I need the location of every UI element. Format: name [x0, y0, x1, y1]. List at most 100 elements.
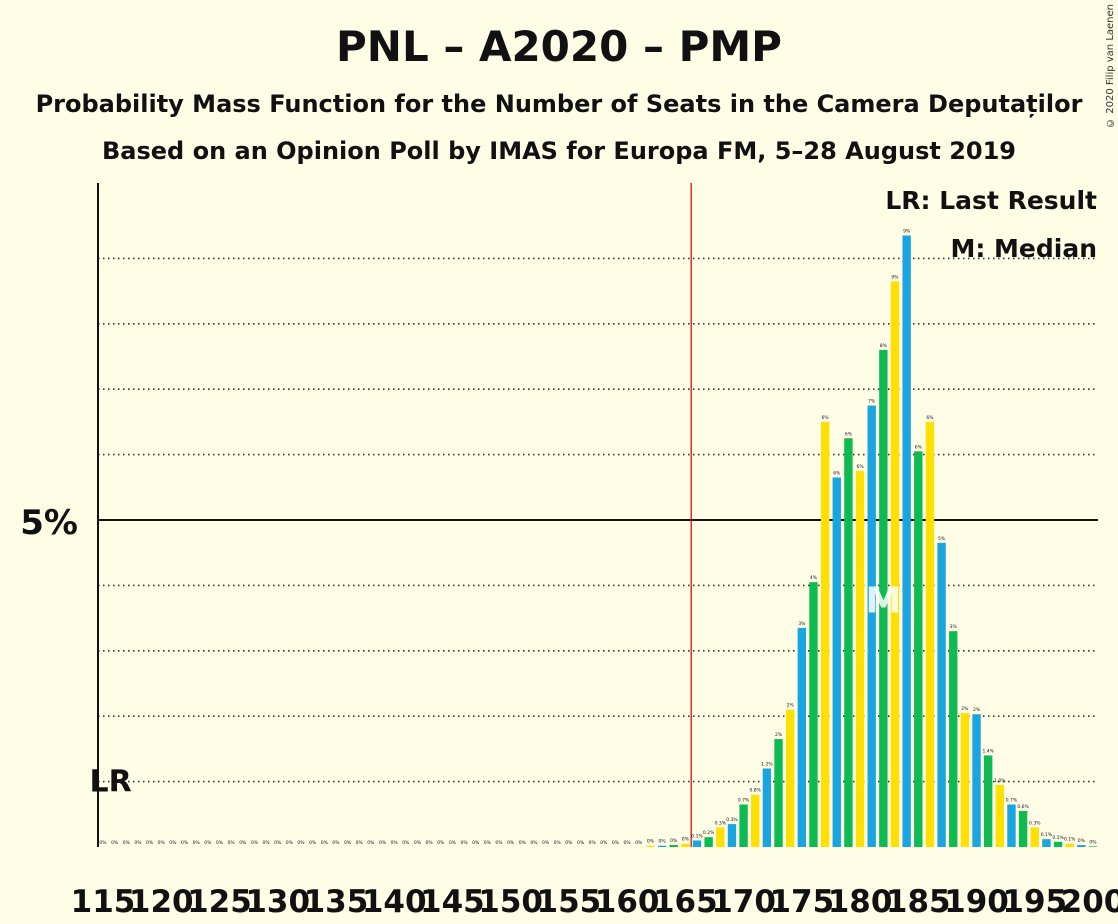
- bar-value-label: 0%: [391, 840, 399, 846]
- bar: [1065, 843, 1074, 847]
- median-marker: M: [865, 580, 901, 621]
- bar-value-label: 0%: [460, 840, 468, 846]
- bar-value-label: 0.8%: [750, 788, 762, 794]
- bar-value-label: 0%: [495, 840, 503, 846]
- bar-value-label: 0%: [519, 840, 527, 846]
- bar-value-label: 1.4%: [982, 748, 994, 754]
- bar-value-label: 0%: [297, 840, 305, 846]
- bar-value-label: 0%: [99, 840, 107, 846]
- bar: [716, 827, 725, 847]
- bar: [855, 470, 865, 847]
- x-tick-label: 125: [187, 884, 252, 920]
- bar: [844, 438, 853, 847]
- bar: [1007, 804, 1016, 847]
- bar-value-label: 0%: [612, 840, 620, 846]
- bar-value-label: 6%: [926, 415, 934, 421]
- bar: [983, 755, 993, 847]
- bar: [797, 627, 807, 847]
- bar-value-label: 0%: [437, 840, 445, 846]
- x-tick-label: 190: [944, 884, 1009, 920]
- bar-value-label: 0%: [658, 839, 666, 845]
- bar: [879, 349, 888, 847]
- bar-value-label: 0%: [367, 840, 375, 846]
- bar: [867, 405, 876, 847]
- bar-value-label: 1.0%: [994, 778, 1006, 784]
- bar-value-label: 8%: [880, 343, 888, 349]
- bar-value-label: 0%: [262, 840, 270, 846]
- bar-value-label: 1.2%: [761, 762, 773, 768]
- last-result-marker: LR: [90, 765, 132, 800]
- bar-value-label: 2%: [787, 703, 795, 709]
- bar: [949, 631, 958, 847]
- bar-value-label: 0%: [530, 840, 538, 846]
- x-tick-label: 150: [478, 884, 543, 920]
- bar: [681, 843, 690, 847]
- bar-value-label: 0%: [414, 840, 422, 846]
- bar-value-label: 0.7%: [1006, 797, 1018, 803]
- x-tick-label: 180: [828, 884, 893, 920]
- bar-value-label: 0%: [472, 840, 480, 846]
- bar-value-label: 0.2%: [703, 830, 715, 836]
- bar: [657, 845, 667, 847]
- bar-value-label: 0%: [204, 840, 212, 846]
- chart-subtitle-poll: Based on an Opinion Poll by IMAS for Eur…: [102, 137, 1016, 165]
- bar-value-label: 0%: [565, 840, 573, 846]
- bar-value-label: 9%: [903, 229, 911, 235]
- bar-value-label: 0%: [169, 840, 177, 846]
- bar-value-label: 0%: [134, 840, 142, 846]
- bar-value-label: 6%: [845, 431, 853, 437]
- bar-value-label: 0.3%: [1029, 820, 1041, 826]
- bar: [832, 477, 841, 847]
- bar: [762, 768, 772, 847]
- x-tick-label: 165: [653, 884, 718, 920]
- bar-value-label: 0%: [216, 840, 224, 846]
- bar: [785, 709, 795, 847]
- bar: [739, 804, 748, 847]
- bar-value-label: 0%: [344, 840, 352, 846]
- bar: [890, 281, 900, 847]
- bar-value-label: 0%: [239, 840, 247, 846]
- bar: [1030, 827, 1039, 847]
- bar-value-label: 0.1%: [1041, 832, 1053, 838]
- bar: [1018, 811, 1028, 847]
- x-tick-label: 200: [1061, 884, 1118, 920]
- x-tick-label: 120: [129, 884, 194, 920]
- bar-value-label: 0%: [146, 840, 154, 846]
- bar: [751, 794, 760, 847]
- x-tick-label: 145: [420, 884, 485, 920]
- bar-value-label: 0%: [577, 840, 585, 846]
- bar-value-label: 0%: [274, 840, 282, 846]
- bar: [937, 542, 946, 847]
- chart-subtitle: Probability Mass Function for the Number…: [35, 90, 1083, 118]
- bar-value-label: 0%: [449, 840, 457, 846]
- bar-value-label: 0%: [484, 840, 492, 846]
- legend-entry: M: Median: [950, 234, 1097, 263]
- legend-entry: LR: Last Result: [885, 186, 1097, 215]
- bar-value-label: 0%: [379, 840, 387, 846]
- bar: [995, 784, 1005, 847]
- bar-value-label: 0%: [251, 840, 259, 846]
- bar-value-label: 0%: [402, 840, 410, 846]
- bar: [704, 837, 713, 847]
- bar: [925, 421, 935, 847]
- bar-value-label: 6%: [856, 464, 864, 470]
- x-tick-label: 155: [537, 884, 602, 920]
- bar-value-label: 0.3%: [726, 817, 738, 823]
- y-tick-label: 5%: [20, 503, 78, 543]
- x-tick-label: 195: [1002, 884, 1067, 920]
- bar-value-label: 5%: [938, 536, 946, 542]
- bar-value-label: 0%: [1078, 838, 1086, 844]
- bar-value-label: 0%: [426, 840, 434, 846]
- x-tick-label: 160: [595, 884, 660, 920]
- bar: [820, 421, 830, 847]
- bar-value-label: 6%: [915, 444, 923, 450]
- bar-value-label: 0%: [507, 840, 515, 846]
- bar: [774, 739, 783, 847]
- bar-value-label: 0%: [309, 840, 317, 846]
- bar-value-label: 0.3%: [715, 820, 727, 826]
- bar: [692, 840, 702, 847]
- bar-value-label: 4%: [810, 575, 818, 581]
- bar-value-label: 0%: [624, 840, 632, 846]
- bar-value-label: 0%: [321, 840, 329, 846]
